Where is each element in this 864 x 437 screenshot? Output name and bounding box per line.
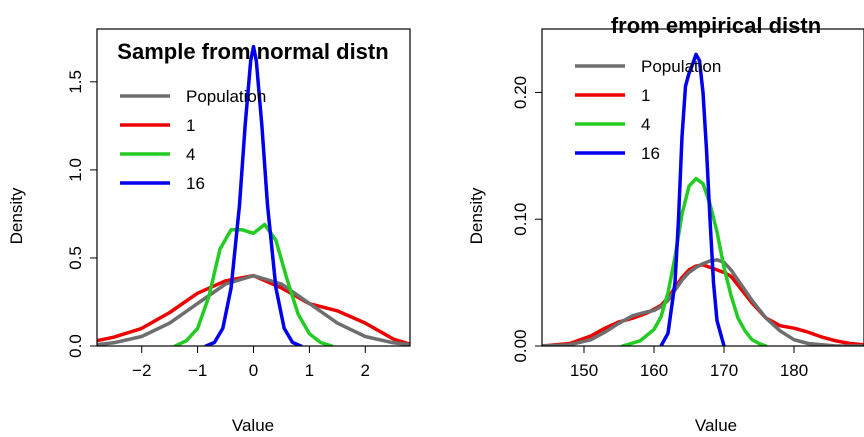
plot-frame bbox=[541, 28, 864, 347]
y-tick-label: 1.0 bbox=[66, 158, 85, 182]
plot-area bbox=[97, 44, 410, 346]
x-axis-label: Value bbox=[695, 416, 737, 435]
series-line-4 bbox=[620, 176, 768, 346]
legend-label: 16 bbox=[186, 174, 205, 193]
x-tick-label: 2 bbox=[361, 361, 370, 380]
x-tick-label: 0 bbox=[249, 361, 258, 380]
axis-ticks: −2 −1 0 1 2 0.0 0.5 1.0 1.5 bbox=[66, 70, 370, 380]
series-line-16 bbox=[659, 52, 726, 346]
x-tick-label: 160 bbox=[640, 361, 668, 380]
y-axis-label: Density bbox=[7, 187, 26, 244]
x-tick-label: 150 bbox=[570, 361, 598, 380]
x-tick-label: 180 bbox=[780, 361, 808, 380]
legend-label: 1 bbox=[641, 86, 650, 105]
x-axis-label: Value bbox=[232, 416, 274, 435]
series-line-16 bbox=[204, 44, 303, 346]
legend: Population 1 4 16 bbox=[120, 87, 266, 193]
x-tick-label: 170 bbox=[710, 361, 738, 380]
plot-frame bbox=[96, 28, 411, 347]
y-tick-label: 0.5 bbox=[66, 246, 85, 270]
chart-title: from empirical distn bbox=[611, 13, 821, 38]
x-tick-label: −2 bbox=[132, 361, 151, 380]
y-tick-label: 1.5 bbox=[66, 70, 85, 94]
x-tick-label: −1 bbox=[188, 361, 207, 380]
y-tick-label: 0.0 bbox=[66, 334, 85, 358]
legend-label: Population bbox=[641, 57, 721, 76]
legend-label: 4 bbox=[641, 115, 650, 134]
series-line-1 bbox=[542, 263, 864, 346]
legend: Population 1 4 16 bbox=[575, 57, 721, 163]
plot-area bbox=[542, 52, 864, 346]
legend-label: 4 bbox=[186, 145, 195, 164]
panel-empirical-sample: from empirical distn Value Density 150 16… bbox=[467, 13, 864, 435]
legend-label: Population bbox=[186, 87, 266, 106]
axis-ticks: 150 160 170 180 0.00 0.10 0.20 bbox=[511, 76, 808, 380]
legend-label: 16 bbox=[641, 144, 660, 163]
series-line-population bbox=[97, 273, 410, 346]
y-tick-label: 0.20 bbox=[511, 76, 530, 109]
y-tick-label: 0.00 bbox=[511, 329, 530, 362]
x-tick-label: 1 bbox=[305, 361, 314, 380]
legend-label: 1 bbox=[186, 116, 195, 135]
panel-normal-sample: Sample from normal distn Value Density −… bbox=[7, 28, 411, 435]
series-line-4 bbox=[173, 222, 334, 346]
y-axis-label: Density bbox=[467, 187, 486, 244]
series-line-population bbox=[542, 258, 864, 346]
y-tick-label: 0.10 bbox=[511, 203, 530, 236]
